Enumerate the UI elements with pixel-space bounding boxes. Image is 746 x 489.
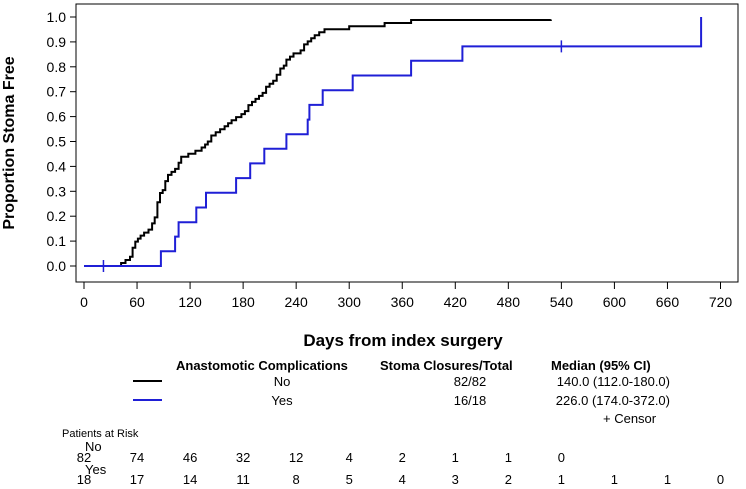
legend-row-no-median: 140.0 (112.0-180.0) — [556, 374, 670, 389]
risk-count-no: 12 — [288, 450, 304, 465]
y-tick-label: 0.8 — [47, 59, 67, 75]
risk-count-yes: 1 — [610, 472, 619, 487]
series-line-no — [84, 19, 552, 267]
risk-count-no: 74 — [129, 450, 145, 465]
risk-count-no: 32 — [235, 450, 251, 465]
x-axis: 0 60 120 180 240 300 360 420 480 540 600 660 720 — [80, 282, 732, 310]
series-line-yes — [84, 17, 703, 267]
series-layer — [84, 17, 703, 272]
risk-count-no: 0 — [557, 450, 565, 465]
x-tick-label: 660 — [656, 294, 680, 310]
y-tick-label: 1.0 — [47, 9, 67, 25]
legend-censor-label: + Censor — [603, 411, 657, 426]
y-tick-label: 0.0 — [47, 258, 67, 274]
risk-count-yes: 11 — [236, 472, 250, 487]
legend-row-yes-closures: 16/18 — [453, 393, 487, 408]
y-tick-label: 0.9 — [47, 34, 67, 50]
plot-frame — [75, 3, 739, 283]
risk-count-no: 82 — [76, 450, 92, 465]
risk-table-title: Patients at Risk — [62, 428, 139, 440]
y-axis: 0.0 0.1 0.2 0.3 0.4 0.5 0.6 0.7 0.8 0.9 1.0 — [47, 9, 76, 274]
y-tick-label: 0.7 — [47, 84, 67, 100]
legend-header-group: Anastomotic Complications — [176, 358, 348, 373]
x-tick-label: 480 — [497, 294, 521, 310]
risk-count-yes: 3 — [451, 472, 459, 487]
risk-count-no: 1 — [451, 450, 459, 465]
x-tick-label: 240 — [284, 294, 308, 310]
risk-count-yes: 2 — [504, 472, 512, 487]
risk-count-no: 2 — [398, 450, 406, 465]
x-tick-label: 360 — [391, 294, 415, 310]
y-tick-label: 0.2 — [47, 208, 67, 224]
y-tick-label: 0.3 — [47, 183, 67, 199]
risk-count-yes: 1 — [663, 472, 672, 487]
y-axis-label: Proportion Stoma Free — [1, 56, 18, 229]
risk-count-no: 46 — [182, 450, 198, 465]
y-tick-label: 0.4 — [47, 158, 67, 174]
legend-row-no-group: No — [273, 374, 291, 389]
legend-header-median: Median (95% CI) — [551, 358, 651, 373]
legend-row-yes-median: 226.0 (174.0-372.0) — [555, 393, 670, 408]
x-tick-label: 420 — [444, 294, 468, 310]
legend-header-closures: Stoma Closures/Total — [380, 358, 513, 373]
x-tick-label: 0 — [80, 294, 88, 310]
y-tick-label: 0.6 — [47, 109, 67, 125]
x-tick-label: 60 — [129, 294, 145, 310]
risk-count-yes: 17 — [129, 472, 145, 487]
risk-count-yes: 18 — [76, 472, 92, 487]
risk-count-yes: 14 — [182, 472, 198, 487]
risk-count-no: 4 — [345, 450, 353, 465]
y-tick-label: 0.1 — [47, 233, 67, 249]
risk-count-no: 1 — [504, 450, 512, 465]
risk-group-no-label: No — [85, 439, 102, 454]
risk-count-yes: 1 — [557, 472, 565, 487]
x-tick-label: 540 — [550, 294, 574, 310]
legend-row-yes-group: Yes — [271, 393, 293, 408]
risk-count-yes: 5 — [345, 472, 353, 487]
x-tick-label: 720 — [709, 294, 733, 310]
risk-group-yes-label: Yes — [85, 462, 107, 477]
x-tick-label: 180 — [231, 294, 255, 310]
x-tick-label: 120 — [178, 294, 202, 310]
x-tick-label: 300 — [338, 294, 362, 310]
y-tick-label: 0.5 — [47, 134, 67, 150]
legend-row-no-closures: 82/82 — [453, 374, 487, 389]
x-axis-label: Days from index surgery — [303, 331, 503, 350]
risk-count-yes: 0 — [716, 472, 725, 487]
risk-count-yes: 8 — [292, 472, 300, 487]
risk-count-yes: 4 — [398, 472, 406, 487]
x-tick-label: 600 — [603, 294, 627, 310]
